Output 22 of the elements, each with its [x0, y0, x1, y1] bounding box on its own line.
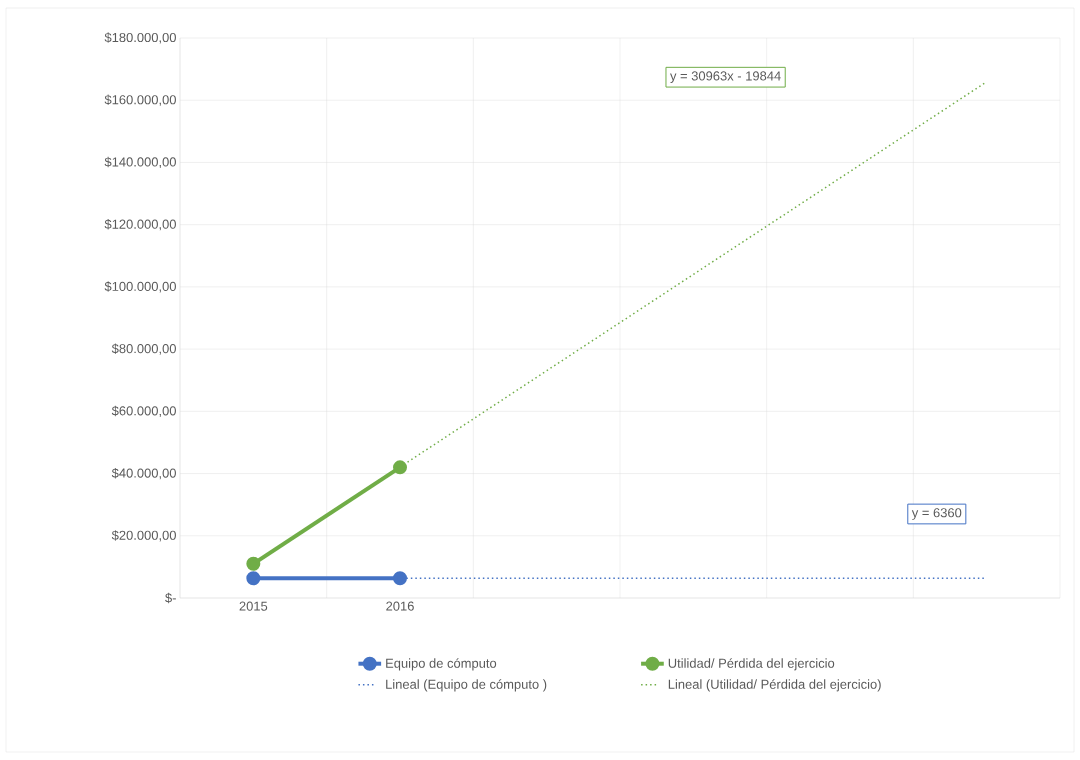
- annotation: y = 30963x - 19844: [670, 71, 781, 84]
- y-tick-label: $180.000,00: [104, 32, 176, 44]
- y-tick-label: $60.000,00: [111, 405, 176, 417]
- point: [393, 460, 407, 475]
- legend-label: Utilidad/ Pérdida del ejercicio: [668, 658, 835, 671]
- point: [393, 571, 407, 586]
- y-tick-label: $120.000,00: [104, 219, 176, 231]
- annotation: y = 6360: [911, 508, 962, 520]
- legend-label: Lineal (Utilidad/ Pérdida del ejercicio): [668, 679, 881, 692]
- legend-label: Lineal (Equipo de cómputo ): [386, 679, 547, 692]
- legend-label: Equipo de cómputo: [386, 658, 497, 671]
- y-tick-label: $40.000,00: [111, 467, 176, 480]
- y-tick-label: $20.000,00: [111, 530, 176, 542]
- x-tick-label: 2016: [386, 601, 414, 611]
- point: [246, 556, 261, 571]
- point: [246, 571, 261, 586]
- y-tick-label: $80.000,00: [111, 343, 176, 355]
- x-tick-label: 2015: [239, 601, 268, 611]
- y-tick-label: $-: [165, 592, 176, 604]
- y-tick-label: $140.000,00: [104, 156, 176, 169]
- y-tick-label: $100.000,00: [104, 281, 176, 293]
- y-tick-label: $160.000,00: [104, 94, 176, 106]
